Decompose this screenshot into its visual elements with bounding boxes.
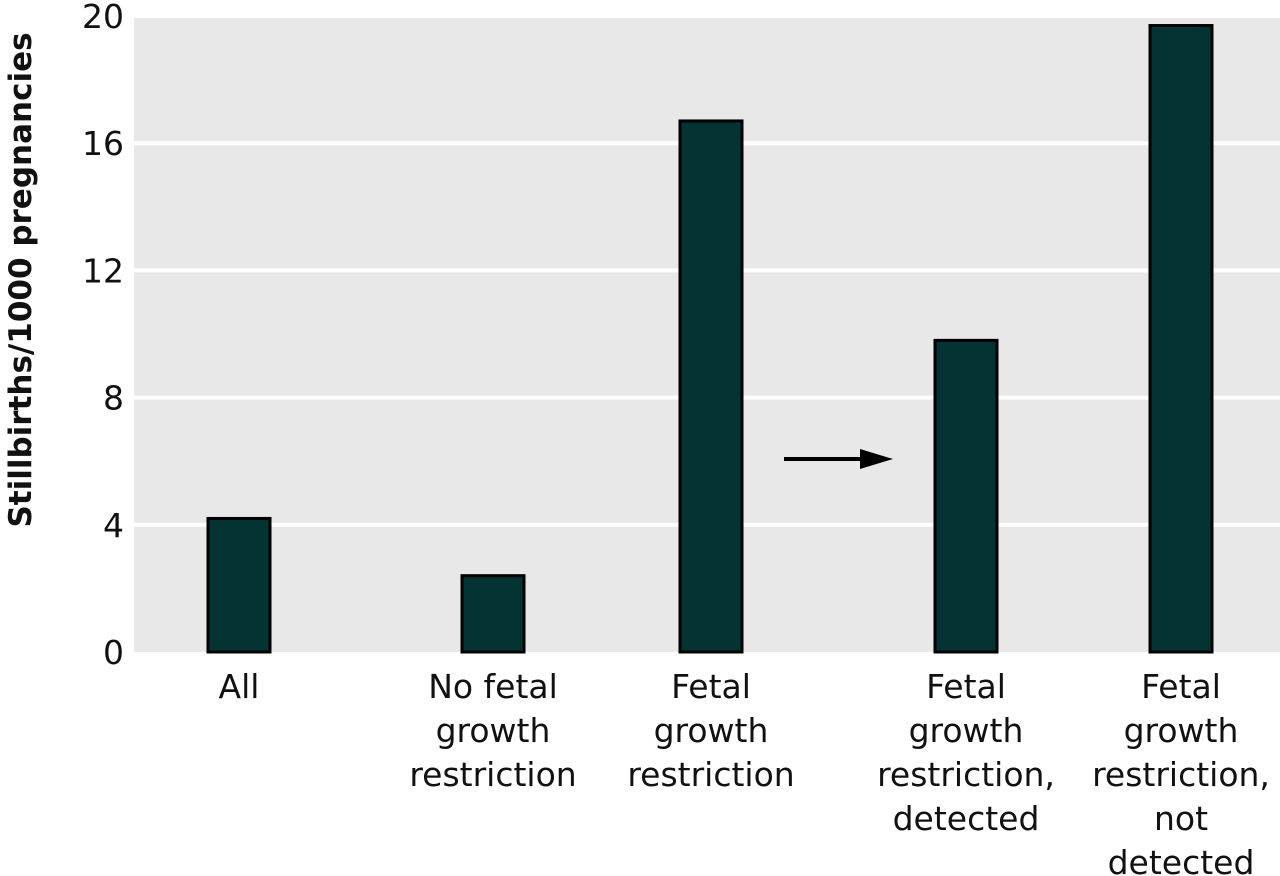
arrow-head: [860, 449, 893, 469]
x-tick-label-line: restriction,: [877, 755, 1055, 794]
y-axis-ticks: 0 4 8 12 16 20: [82, 0, 124, 672]
x-tick-label: Fetal growth restriction, detected: [877, 667, 1055, 838]
y-tick-label: 12: [82, 251, 124, 290]
y-axis-label: Stillbirths/1000 pregnancies: [3, 32, 39, 527]
y-tick-label: 8: [103, 379, 124, 418]
bar: [678, 119, 744, 654]
y-tick-label: 16: [82, 124, 124, 163]
x-tick-label-line: No fetal: [428, 667, 558, 706]
x-tick-label-line: All: [219, 667, 260, 706]
annotation-arrow: [784, 449, 893, 469]
x-tick-label: Fetal growth restriction, not detected: [1092, 667, 1270, 876]
x-tick-label: No fetal growth restriction: [409, 667, 576, 794]
x-tick-label-line: not: [1154, 799, 1208, 838]
x-tick-label-line: detected: [1108, 843, 1255, 876]
bar: [1148, 24, 1214, 654]
bar: [206, 516, 272, 654]
x-tick-label: Fetal growth restriction: [627, 667, 794, 794]
x-axis-labels: All No fetal growth restriction Fetal growth r…: [219, 667, 1270, 876]
x-tick-label-line: restriction: [627, 755, 794, 794]
x-tick-label-line: growth: [1124, 711, 1239, 750]
x-tick-label-line: Fetal: [1141, 667, 1221, 706]
x-tick-label-line: growth: [909, 711, 1024, 750]
bar: [460, 574, 526, 654]
bars: [206, 24, 1214, 654]
x-tick-label: All: [219, 667, 260, 706]
x-tick-label-line: growth: [436, 711, 551, 750]
y-tick-label: 4: [103, 506, 124, 545]
y-tick-label: 20: [82, 0, 124, 36]
x-tick-label-line: growth: [654, 711, 769, 750]
x-tick-label-line: Fetal: [926, 667, 1006, 706]
x-tick-label-line: restriction,: [1092, 755, 1270, 794]
x-tick-label-line: Fetal: [671, 667, 751, 706]
bar: [933, 338, 999, 654]
y-tick-label: 0: [103, 633, 124, 672]
x-tick-label-line: detected: [893, 799, 1040, 838]
x-tick-label-line: restriction: [409, 755, 576, 794]
